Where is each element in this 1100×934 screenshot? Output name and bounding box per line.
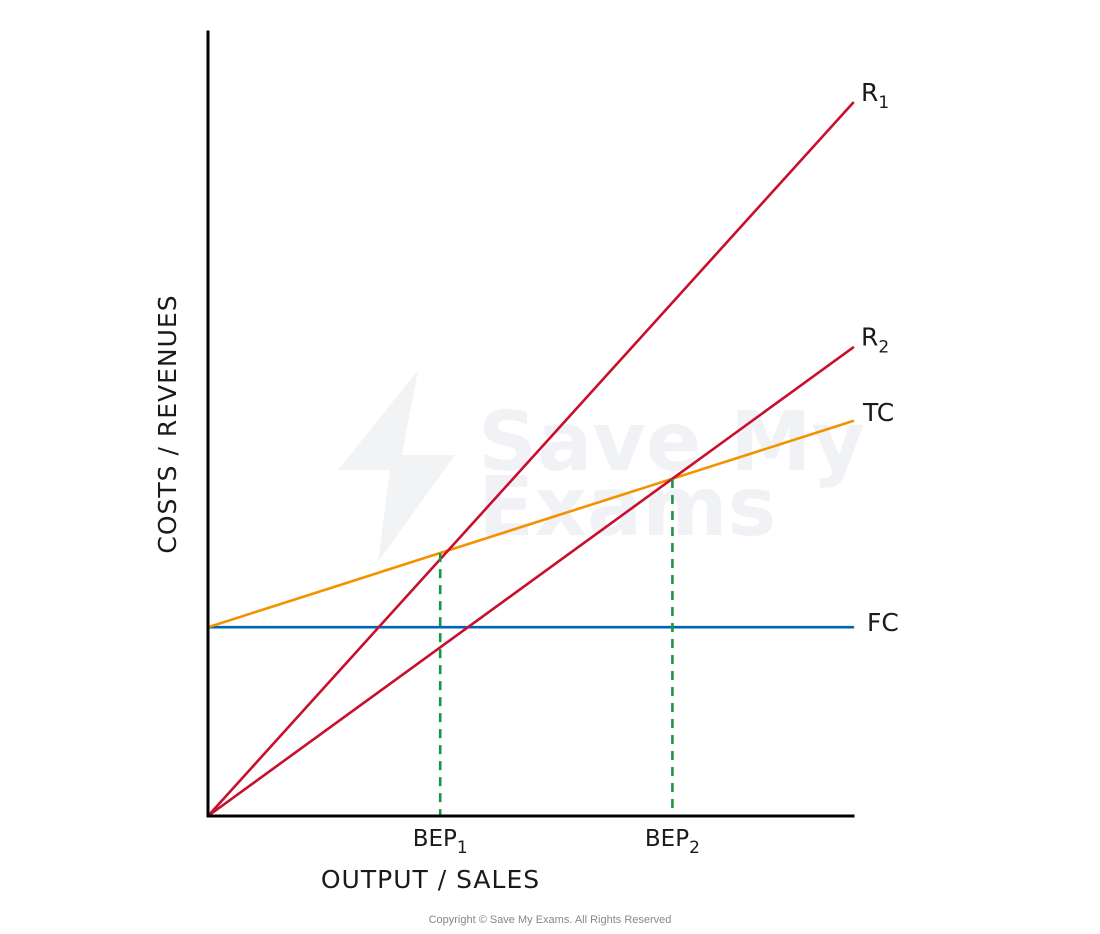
total-cost-line <box>206 419 855 629</box>
copyright-notice: Copyright © Save My Exams. All Rights Re… <box>429 914 672 926</box>
series-label-r1: R1 <box>861 78 889 113</box>
x-tick-label-bep1: BEP1 <box>413 826 468 858</box>
watermark-logo: Save My Exams <box>338 370 865 562</box>
revenue-line-r1 <box>206 101 855 818</box>
x-axis-title: OUTPUT / SALES <box>321 865 540 894</box>
series-layer <box>206 101 855 818</box>
series-label-r2: R2 <box>861 323 889 358</box>
y-axis-title: COSTS / REVENUES <box>153 294 182 553</box>
revenue-line-r2 <box>206 346 855 818</box>
break-even-guides <box>438 479 674 816</box>
watermark-line-1: Save My <box>478 395 865 490</box>
x-tick-label-bep2: BEP2 <box>645 826 700 858</box>
watermark-line-2: Exams <box>478 460 777 555</box>
series-label-fc: FC <box>867 608 899 637</box>
series-label-tc: TC <box>862 398 894 427</box>
lightning-bolt-icon <box>338 370 455 562</box>
